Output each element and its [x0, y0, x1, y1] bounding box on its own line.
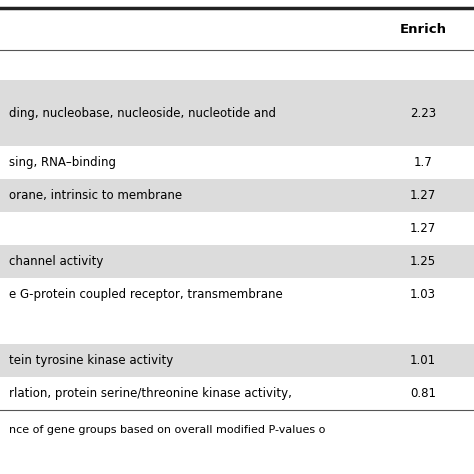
Text: 1.01: 1.01	[410, 354, 436, 367]
Text: e G-protein coupled receptor, transmembrane: e G-protein coupled receptor, transmembr…	[9, 288, 283, 301]
Text: 1.03: 1.03	[410, 288, 436, 301]
Text: 1.27: 1.27	[410, 189, 436, 202]
Text: channel activity: channel activity	[9, 255, 104, 268]
Text: sing, RNA–binding: sing, RNA–binding	[9, 156, 117, 169]
Text: nce of gene groups based on overall modified P-values o: nce of gene groups based on overall modi…	[9, 425, 326, 435]
Text: 1.7: 1.7	[414, 156, 433, 169]
Text: tein tyrosine kinase activity: tein tyrosine kinase activity	[9, 354, 174, 367]
Text: orane, intrinsic to membrane: orane, intrinsic to membrane	[9, 189, 182, 202]
Bar	[0, 80, 474, 146]
Text: 1.25: 1.25	[410, 255, 436, 268]
Bar	[0, 344, 474, 377]
Text: Enrich: Enrich	[400, 22, 447, 36]
Text: 2.23: 2.23	[410, 107, 436, 119]
Bar	[0, 179, 474, 212]
Text: 0.81: 0.81	[410, 387, 436, 400]
Text: ding, nucleobase, nucleoside, nucleotide and: ding, nucleobase, nucleoside, nucleotide…	[9, 107, 276, 119]
Text: 1.27: 1.27	[410, 222, 436, 235]
Text: rlation, protein serine/threonine kinase activity,: rlation, protein serine/threonine kinase…	[9, 387, 292, 400]
Bar	[0, 245, 474, 278]
